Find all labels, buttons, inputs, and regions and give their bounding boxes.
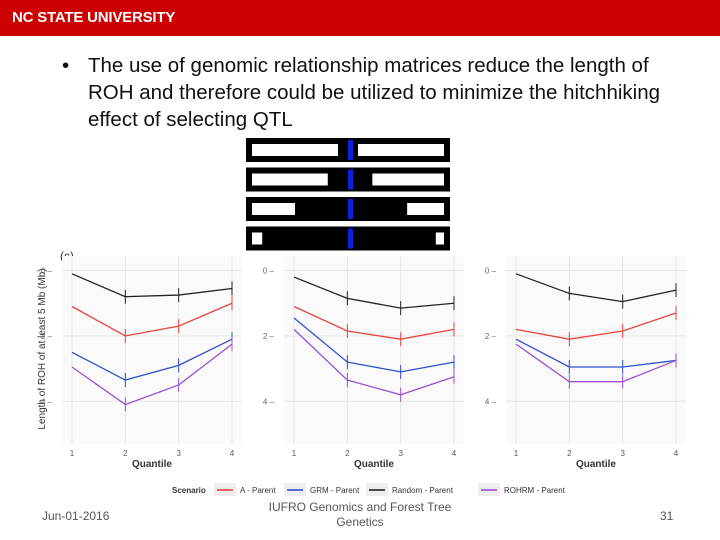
x-axis-label: Quantile bbox=[354, 459, 394, 470]
x-tick-label: 1 bbox=[514, 449, 519, 458]
panel-background bbox=[284, 256, 464, 444]
qtl-marker bbox=[348, 140, 353, 160]
x-axis-label: Quantile bbox=[576, 459, 616, 470]
y-tick-label: 0 – bbox=[485, 267, 497, 276]
legend-entry: GRM - Parent bbox=[310, 486, 360, 495]
x-tick-label: 4 bbox=[452, 449, 457, 458]
y-tick-label: 4 – bbox=[263, 397, 275, 406]
legend-title: Scenario bbox=[172, 486, 206, 495]
x-tick-label: 2 bbox=[567, 449, 572, 458]
university-logo: NC STATE UNIVERSITY bbox=[12, 9, 176, 26]
segment-left bbox=[252, 203, 295, 215]
y-axis-label: Length of ROH of at least 5 Mb (Mb) bbox=[37, 268, 48, 429]
series-line bbox=[293, 276, 455, 309]
panel-background bbox=[62, 256, 242, 444]
y-tick-label: 2 – bbox=[41, 332, 53, 341]
y-tick-label: 2 – bbox=[485, 332, 497, 341]
legend-entry: A - Parent bbox=[240, 486, 276, 495]
legend-entry: ROHRM - Parent bbox=[504, 486, 566, 495]
series-line bbox=[515, 338, 677, 368]
x-tick-label: 3 bbox=[620, 449, 625, 458]
x-tick-label: 2 bbox=[345, 449, 350, 458]
y-tick-label: 0 – bbox=[41, 267, 53, 276]
footer-conference-line2: Genetics bbox=[336, 515, 384, 529]
segment-right bbox=[407, 203, 444, 215]
x-tick-label: 3 bbox=[176, 449, 181, 458]
x-tick-label: 1 bbox=[70, 449, 75, 458]
legend-entry: Random - Parent bbox=[392, 486, 454, 495]
series-line bbox=[515, 273, 677, 303]
x-tick-label: 1 bbox=[292, 449, 297, 458]
segment-right bbox=[372, 173, 444, 186]
y-tick-label: 0 – bbox=[263, 267, 275, 276]
x-tick-label: 2 bbox=[123, 449, 128, 458]
footer-conference: IUFRO Genomics and Forest Tree Genetics bbox=[250, 500, 470, 530]
x-axis-label: Quantile bbox=[132, 459, 172, 470]
panel-background bbox=[506, 256, 686, 444]
segment-left bbox=[252, 144, 338, 156]
y-tick-label: 4 – bbox=[485, 397, 497, 406]
y-tick-label: 2 – bbox=[263, 332, 275, 341]
series-line bbox=[71, 338, 233, 381]
series-line bbox=[71, 302, 233, 337]
bullet-point: • The use of genomic relationship matric… bbox=[62, 52, 672, 133]
qtl-marker bbox=[348, 228, 353, 249]
segment-left bbox=[252, 232, 263, 245]
x-tick-label: 4 bbox=[674, 449, 679, 458]
footer-conference-line1: IUFRO Genomics and Forest Tree bbox=[268, 500, 452, 514]
series-line bbox=[71, 273, 233, 298]
series-line bbox=[515, 312, 677, 340]
series-line bbox=[293, 317, 455, 373]
footer-date: Jun-01-2016 bbox=[42, 509, 110, 523]
x-tick-label: 3 bbox=[398, 449, 403, 458]
segment-right bbox=[358, 144, 444, 156]
qtl-marker bbox=[348, 199, 353, 219]
segment-right bbox=[435, 232, 444, 245]
series-line bbox=[71, 343, 233, 406]
page-number: 31 bbox=[660, 509, 674, 523]
bullet-marker: • bbox=[62, 54, 70, 77]
segment-left bbox=[252, 173, 328, 186]
y-tick-label: 4 – bbox=[41, 397, 53, 406]
series-line bbox=[515, 343, 677, 383]
x-tick-label: 4 bbox=[230, 449, 235, 458]
qtl-marker bbox=[348, 169, 353, 190]
bullet-text: The use of genomic relationship matrices… bbox=[88, 54, 661, 131]
series-line bbox=[293, 305, 455, 340]
header-bar: NC STATE UNIVERSITY bbox=[0, 0, 720, 36]
roh-length-chart: (c)Length of ROH of at least 5 Mb (Mb)0 … bbox=[37, 249, 686, 496]
qtl-chromosome-diagram bbox=[246, 138, 450, 251]
series-line bbox=[293, 328, 455, 396]
